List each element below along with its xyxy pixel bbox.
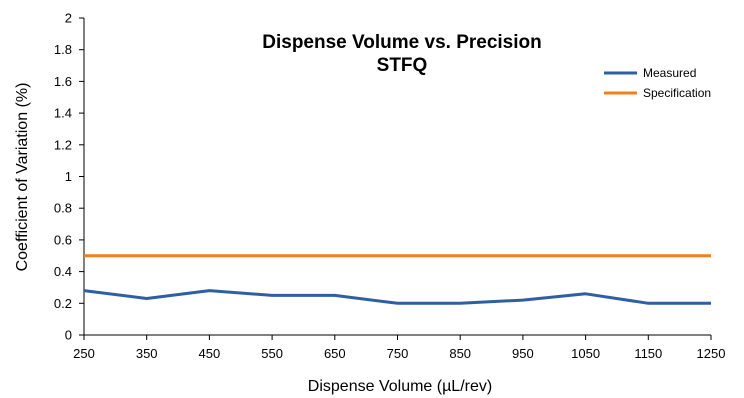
- y-tick-label: 1.2: [54, 137, 72, 152]
- chart-title: Dispense Volume vs. Precision: [262, 32, 541, 53]
- y-tick-label: 1: [65, 169, 72, 184]
- x-tick-label: 950: [512, 346, 534, 361]
- x-tick-label: 350: [136, 346, 158, 361]
- series-lines: [83, 254, 711, 305]
- y-tick-label: 0: [65, 328, 72, 343]
- x-tick-label: 750: [387, 346, 409, 361]
- x-tick-label: 1050: [571, 346, 600, 361]
- y-tick-label: 1.8: [54, 42, 72, 57]
- legend-label-specification: Specification: [643, 86, 711, 100]
- y-axis-title: Coefficient of Variation (%): [14, 83, 31, 272]
- x-tick-label: 450: [199, 346, 221, 361]
- x-tick-label: 1250: [697, 346, 726, 361]
- legend: Measured Specification: [604, 66, 711, 100]
- y-tick-label: 0.6: [54, 232, 72, 247]
- y-tick-label: 0.8: [54, 201, 72, 216]
- x-tick-label: 550: [261, 346, 283, 361]
- y-tick-label: 0.4: [54, 264, 72, 279]
- y-tick-label: 1.4: [54, 106, 72, 121]
- y-tick-label: 2: [65, 11, 72, 26]
- x-tick-label: 1150: [634, 346, 662, 361]
- y-tick-label: 1.6: [54, 74, 72, 89]
- chart-subtitle: STFQ: [377, 55, 428, 76]
- x-tick-label: 650: [324, 346, 346, 361]
- x-ticks: 250 350 450 550 650 750 850 950 1050 1150 1250: [73, 335, 725, 361]
- y-tick-label: 0.2: [54, 296, 72, 311]
- x-tick-label: 250: [73, 346, 95, 361]
- series-line-measured: [83, 289, 711, 305]
- y-ticks: 0 0.2 0.4 0.6 0.8 1 1.2 1.4 1.6 1.8 2: [54, 11, 84, 343]
- legend-label-measured: Measured: [643, 66, 696, 80]
- x-axis-title: Dispense Volume (µL/rev): [308, 378, 492, 395]
- x-tick-label: 850: [449, 346, 471, 361]
